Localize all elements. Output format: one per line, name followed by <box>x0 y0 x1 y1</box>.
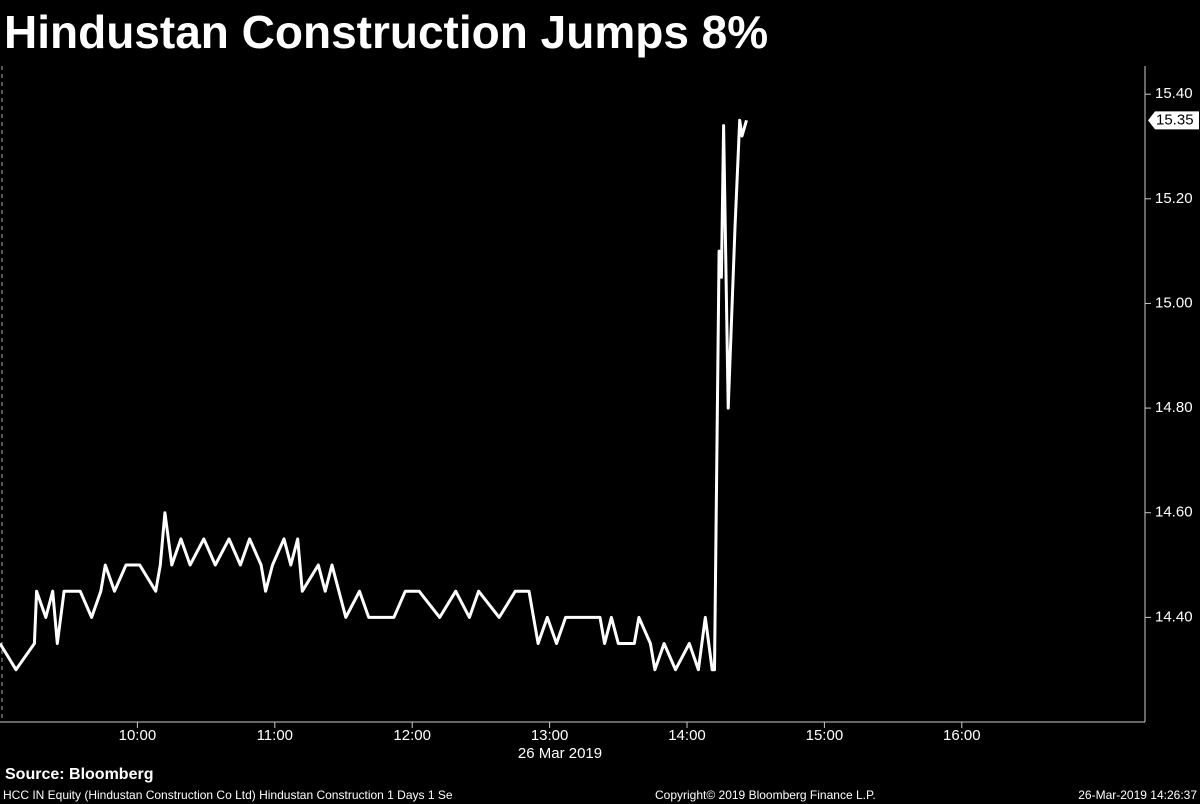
last-price-label: 15.35 <box>1156 111 1194 128</box>
price-line <box>0 118 748 672</box>
x-tick-label: 13:00 <box>531 727 569 744</box>
x-tick-label: 14:00 <box>668 727 706 744</box>
y-tick-label: 14.60 <box>1155 504 1193 521</box>
x-tick-label: 16:00 <box>943 727 981 744</box>
x-tick-label: 12:00 <box>393 727 431 744</box>
x-axis-label: 26 Mar 2019 <box>518 745 602 762</box>
footer-left: HCC IN Equity (Hindustan Construction Co… <box>3 788 453 802</box>
last-price-box <box>1148 111 1199 130</box>
y-tick-label: 14.80 <box>1155 399 1193 416</box>
x-tick-label: 10:00 <box>119 727 157 744</box>
footer-right: 26-Mar-2019 14:26:37 <box>1078 788 1197 802</box>
chart-title: Hindustan Construction Jumps 8% <box>4 6 768 58</box>
x-tick-label: 11:00 <box>257 727 293 744</box>
footer-center: Copyright© 2019 Bloomberg Finance L.P. <box>655 788 876 802</box>
y-tick-label: 15.20 <box>1155 190 1193 207</box>
y-tick-label: 14.40 <box>1155 608 1193 625</box>
x-tick-label: 15:00 <box>806 727 844 744</box>
y-tick-label: 15.40 <box>1155 85 1193 102</box>
y-tick-label: 15.00 <box>1155 294 1193 311</box>
source: Source: Bloomberg <box>5 766 153 783</box>
